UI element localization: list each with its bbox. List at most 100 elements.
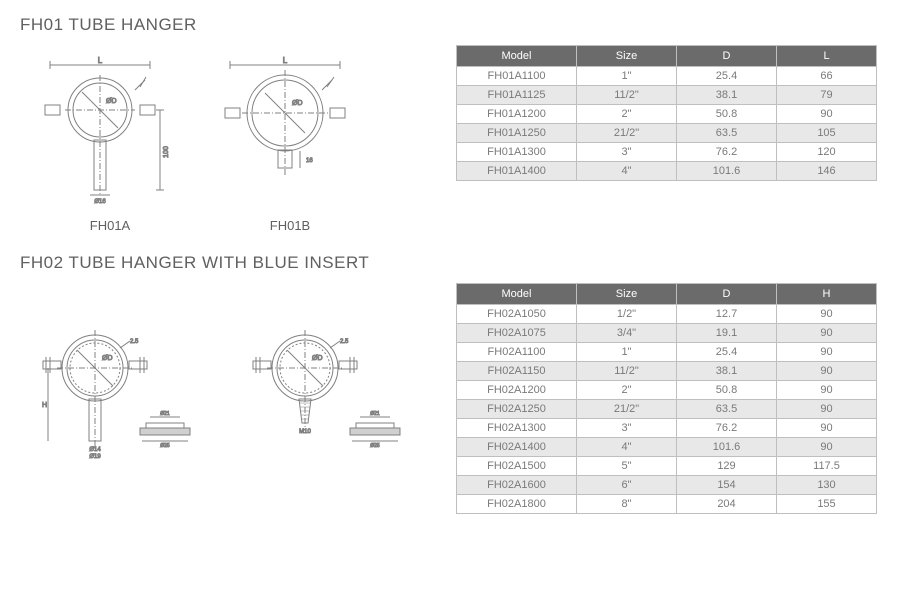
table-cell: 130: [777, 476, 877, 495]
table-cell: FH02A1150: [457, 362, 577, 381]
section1-diagrams: L ØD: [20, 45, 360, 233]
table-row: FH02A14004"101.690: [457, 438, 877, 457]
diagram-fh02a: ØD 2.5 H Ø14: [40, 313, 210, 463]
table-cell: FH01A1250: [457, 124, 577, 143]
table-cell: 12.7: [677, 305, 777, 324]
table-cell: 90: [777, 305, 877, 324]
table-cell: FH02A1500: [457, 457, 577, 476]
table-cell: 90: [777, 324, 877, 343]
table-cell: 90: [777, 381, 877, 400]
th-size: Size: [577, 46, 677, 67]
table-cell: 8": [577, 495, 677, 514]
table-cell: FH02A1400: [457, 438, 577, 457]
svg-text:L: L: [98, 56, 103, 65]
table-cell: 25.4: [677, 67, 777, 86]
th-l: L: [777, 46, 877, 67]
table-cell: 50.8: [677, 381, 777, 400]
th-model: Model: [457, 46, 577, 67]
table-cell: FH01A1300: [457, 143, 577, 162]
table-row: FH02A12002"50.890: [457, 381, 877, 400]
table-row: FH01A11001"25.466: [457, 67, 877, 86]
section-fh02: FH02 TUBE HANGER WITH BLUE INSERT ØD 2.5: [20, 253, 877, 514]
table-fh01-header: Model Size D L: [457, 46, 877, 67]
diagram-fh01a: L ØD: [40, 55, 180, 233]
table-cell: FH01A1100: [457, 67, 577, 86]
svg-text:Ø25: Ø25: [370, 443, 380, 449]
svg-text:ØD: ØD: [312, 355, 323, 362]
th-d: D: [677, 46, 777, 67]
table-cell: 120: [777, 143, 877, 162]
table-row: FH02A10501/2"12.790: [457, 305, 877, 324]
fh01a-label: FH01A: [90, 218, 130, 233]
fh01a-svg: L ØD: [40, 55, 180, 205]
table-cell: FH02A1200: [457, 381, 577, 400]
th-size2: Size: [577, 284, 677, 305]
table-row: FH02A125021/2"63.590: [457, 400, 877, 419]
table-row: FH02A18008"204155: [457, 495, 877, 514]
svg-text:M10: M10: [299, 429, 311, 435]
table-cell: 3": [577, 419, 677, 438]
diagram-fh01b: L ØD 16: [220, 55, 360, 233]
svg-text:Ø16: Ø16: [94, 199, 106, 205]
svg-text:Ø19: Ø19: [89, 454, 101, 460]
table-cell: 3/4": [577, 324, 677, 343]
table-row: FH01A14004"101.6146: [457, 162, 877, 181]
svg-text:2.5: 2.5: [130, 339, 139, 345]
svg-text:ØD: ØD: [292, 100, 303, 107]
table-cell: FH02A1800: [457, 495, 577, 514]
diagram-fh02b: ØD 2.5 M10: [250, 313, 420, 463]
table-cell: 2": [577, 105, 677, 124]
table-fh02: Model Size D H FH02A10501/2"12.790FH02A1…: [456, 283, 877, 514]
svg-text:H: H: [42, 402, 47, 409]
section2-body: ØD 2.5 H Ø14: [20, 283, 877, 514]
fh02a-svg: ØD 2.5 H Ø14: [40, 313, 210, 463]
table-cell: 21/2": [577, 400, 677, 419]
table-cell: 101.6: [677, 438, 777, 457]
table-cell: FH02A1600: [457, 476, 577, 495]
table-cell: FH01A1200: [457, 105, 577, 124]
table-row: FH02A11001"25.490: [457, 343, 877, 362]
table-cell: 79: [777, 86, 877, 105]
table-cell: 90: [777, 362, 877, 381]
table-cell: 2": [577, 381, 677, 400]
table-cell: 5": [577, 457, 677, 476]
table-cell: 90: [777, 105, 877, 124]
table-cell: FH01A1125: [457, 86, 577, 105]
table-cell: FH02A1250: [457, 400, 577, 419]
table-row: FH02A10753/4"19.190: [457, 324, 877, 343]
table-cell: 11/2": [577, 362, 677, 381]
table-row: FH01A13003"76.2120: [457, 143, 877, 162]
fh02b-svg: ØD 2.5 M10: [250, 313, 420, 463]
table-cell: 76.2: [677, 143, 777, 162]
table-row: FH01A125021/2"63.5105: [457, 124, 877, 143]
table-cell: 146: [777, 162, 877, 181]
table-cell: FH02A1075: [457, 324, 577, 343]
fh01b-label: FH01B: [270, 218, 310, 233]
table-cell: 105: [777, 124, 877, 143]
th-model2: Model: [457, 284, 577, 305]
table-cell: 66: [777, 67, 877, 86]
table-cell: FH01A1400: [457, 162, 577, 181]
svg-text:Ø14: Ø14: [89, 447, 101, 453]
table-row: FH02A115011/2"38.190: [457, 362, 877, 381]
table-cell: 90: [777, 438, 877, 457]
table-fh02-header: Model Size D H: [457, 284, 877, 305]
section1-title: FH01 TUBE HANGER: [20, 15, 877, 35]
table-cell: 4": [577, 162, 677, 181]
table-cell: 90: [777, 400, 877, 419]
table-row: FH02A16006"154130: [457, 476, 877, 495]
table-cell: 38.1: [677, 362, 777, 381]
table-cell: 63.5: [677, 400, 777, 419]
svg-text:Ø21: Ø21: [370, 411, 380, 417]
table-cell: 129: [677, 457, 777, 476]
th-h2: H: [777, 284, 877, 305]
svg-text:L: L: [283, 56, 288, 65]
table-cell: 1": [577, 343, 677, 362]
table-cell: 90: [777, 419, 877, 438]
section2-title: FH02 TUBE HANGER WITH BLUE INSERT: [20, 253, 877, 273]
table-cell: 155: [777, 495, 877, 514]
svg-text:2.5: 2.5: [340, 339, 349, 345]
table-cell: 50.8: [677, 105, 777, 124]
table-cell: 19.1: [677, 324, 777, 343]
table-cell: 3": [577, 143, 677, 162]
